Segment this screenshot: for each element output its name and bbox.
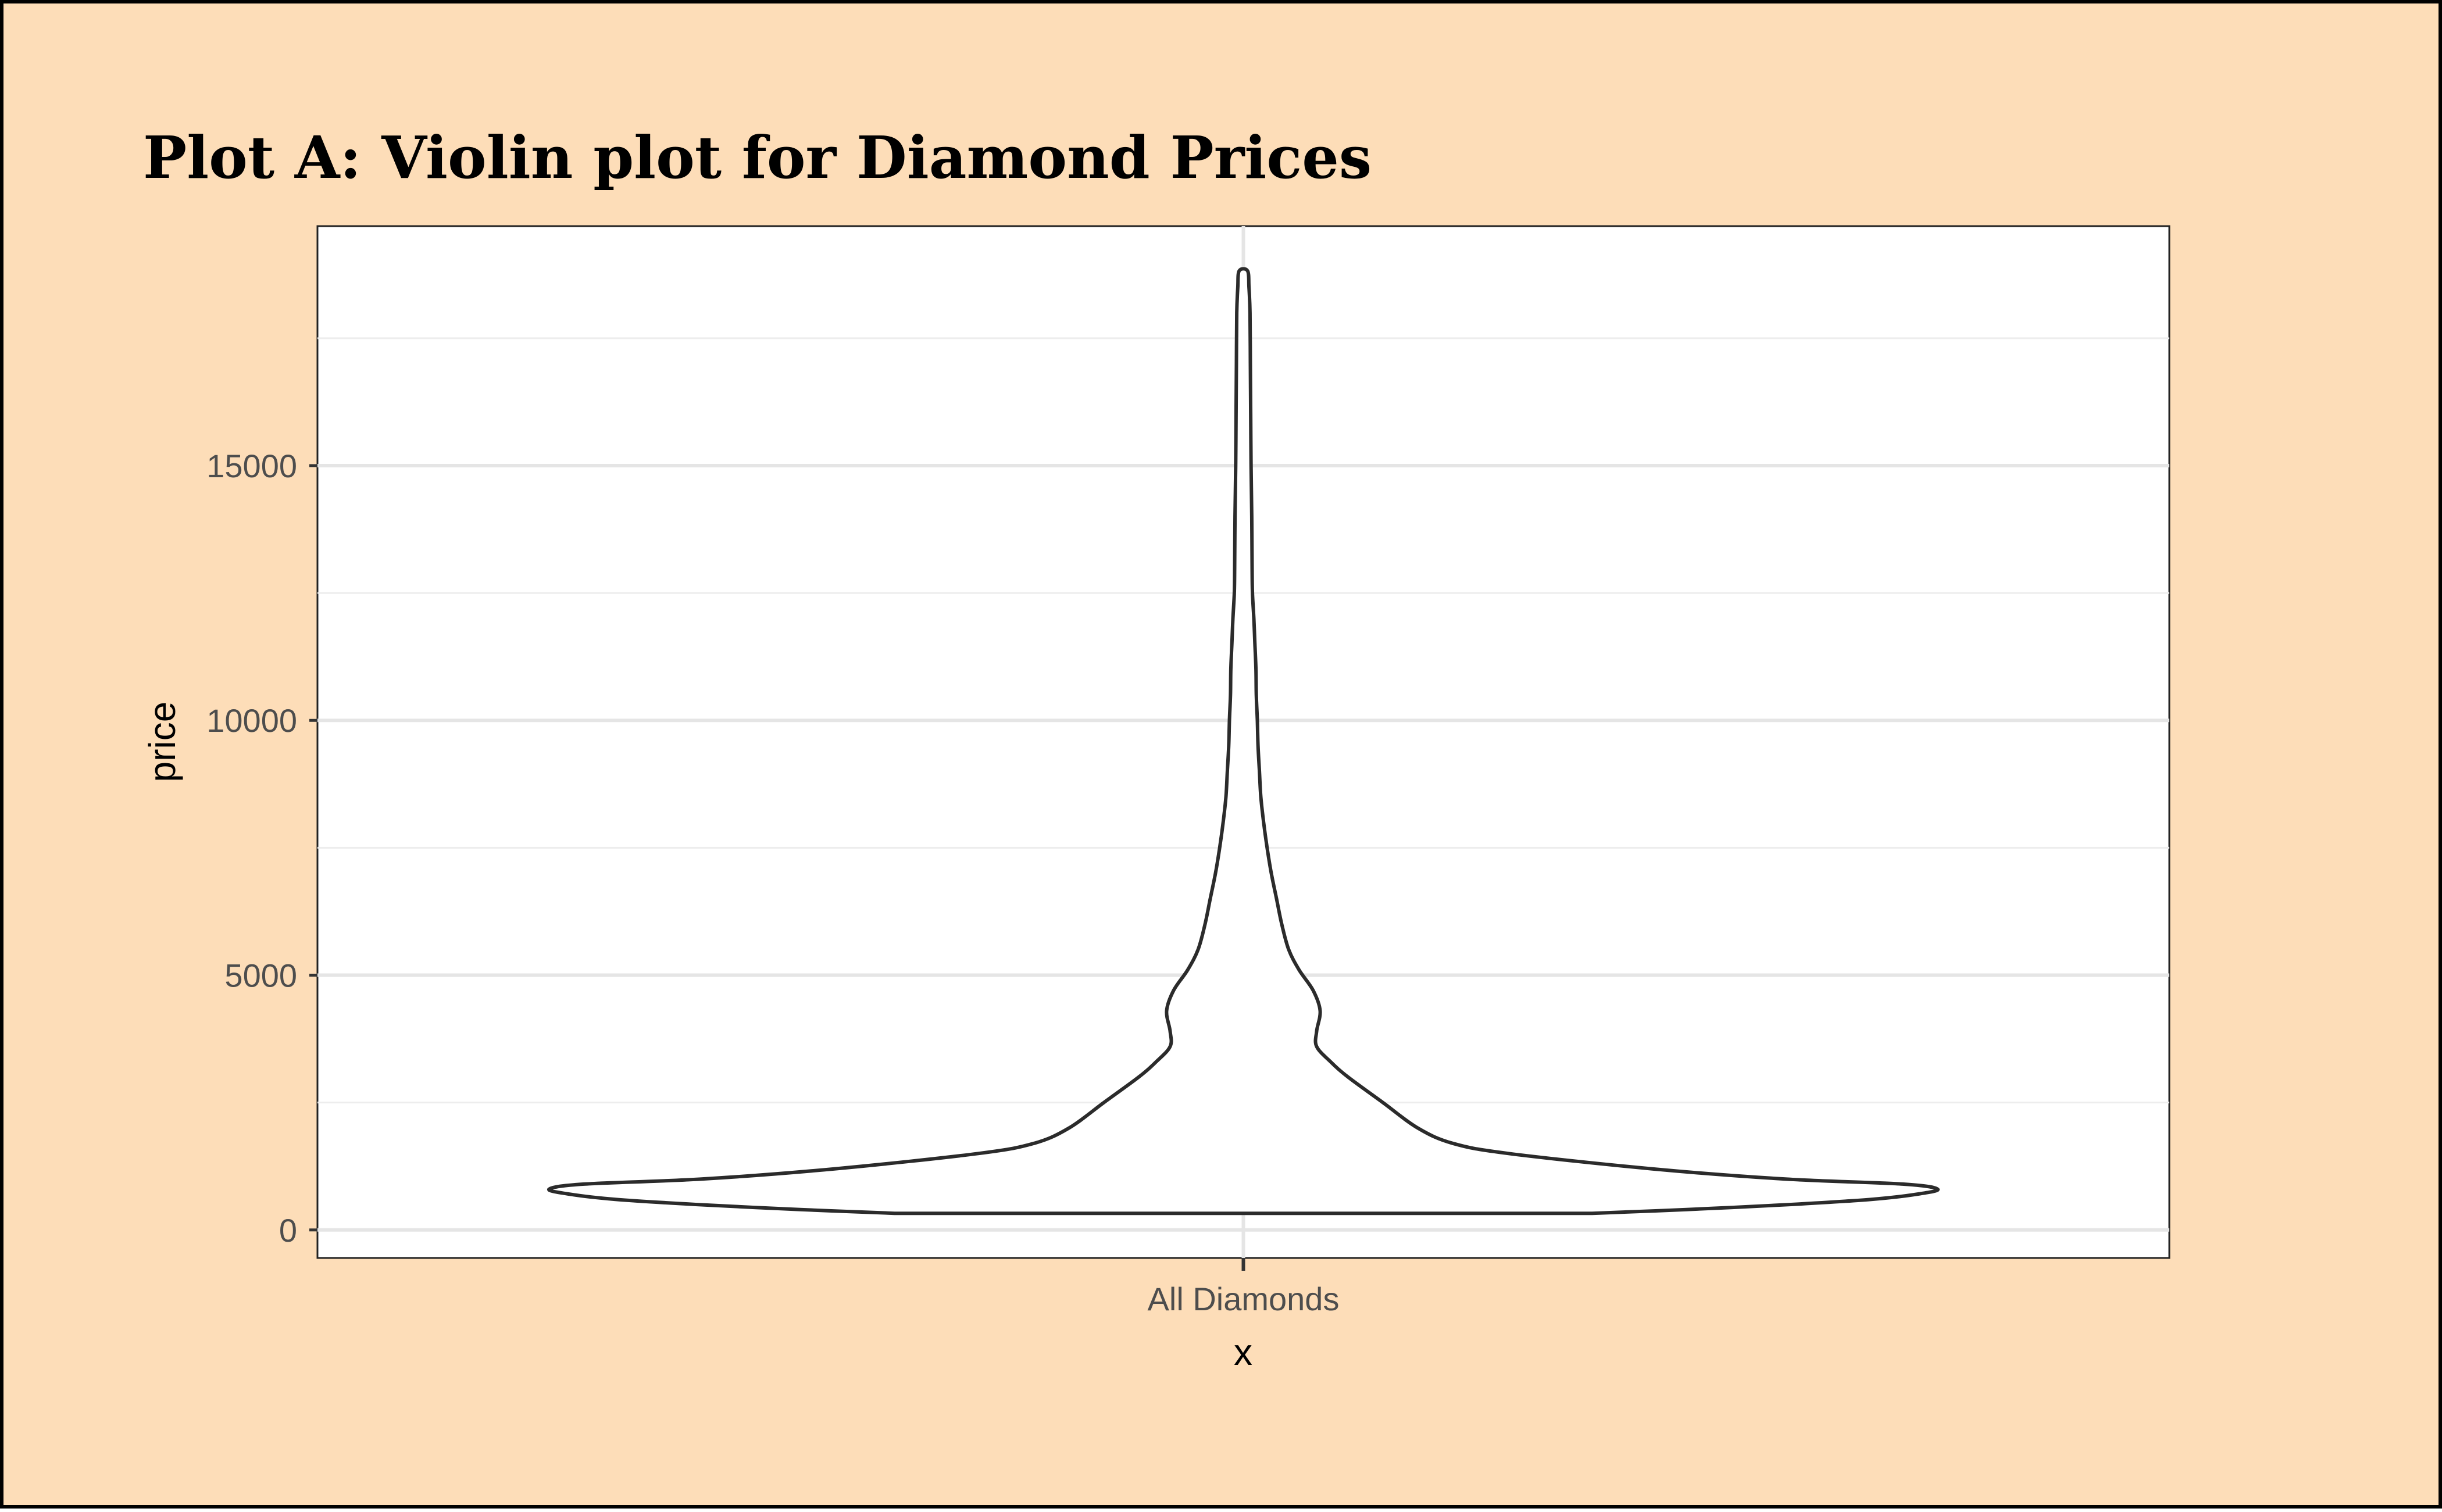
x-axis: All Diamonds: [1148, 1258, 1340, 1317]
y-axis: 0 5000 10000 15000: [206, 448, 317, 1249]
x-tick-label: All Diamonds: [1148, 1281, 1340, 1317]
y-tick-label: 5000: [224, 957, 297, 994]
y-tick-label: 10000: [206, 702, 297, 739]
x-axis-title: x: [1234, 1331, 1252, 1373]
y-axis-title: price: [141, 702, 183, 782]
y-tick-label: 15000: [206, 448, 297, 484]
y-tick-label: 0: [279, 1212, 297, 1249]
violin-chart: Plot A: Violin plot for Diamond Prices 0…: [141, 123, 2170, 1373]
violin-shape: [547, 267, 1940, 1216]
chart-title: Plot A: Violin plot for Diamond Prices: [143, 123, 1372, 192]
